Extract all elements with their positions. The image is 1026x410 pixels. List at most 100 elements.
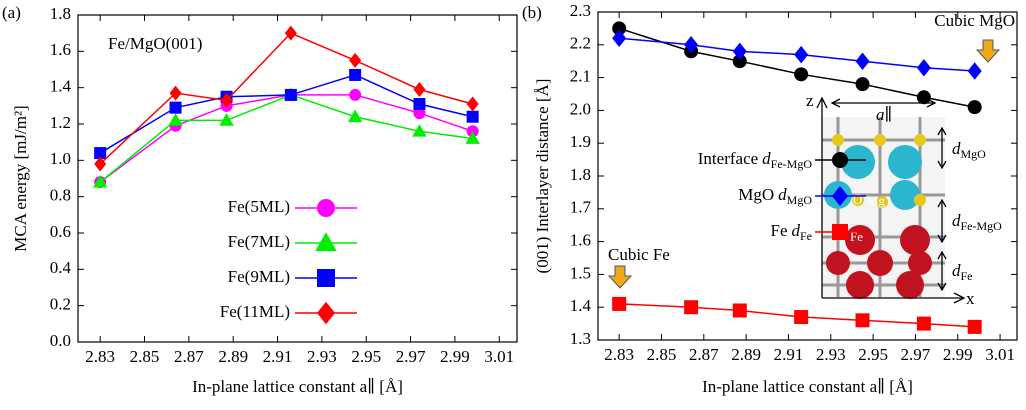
marker (349, 68, 362, 81)
y-axis-label: MCA energy [mJ/m²] (11, 105, 30, 251)
marker (967, 62, 982, 80)
y-tick-label: 1.8 (50, 4, 71, 23)
label-part: Fe (771, 221, 788, 240)
marker (684, 36, 699, 54)
marker (317, 199, 335, 217)
inset-z: z (806, 91, 814, 110)
y-tick-label: 0.4 (50, 258, 72, 277)
label-part: MgO (961, 147, 987, 161)
marker (92, 174, 108, 188)
x-tick-label: 3.01 (484, 347, 514, 366)
marker (855, 52, 870, 70)
inset-o: O (853, 192, 862, 207)
marker (466, 125, 479, 138)
x-tick-label: 2.97 (396, 347, 426, 366)
label-part: d (952, 139, 961, 158)
legend-label: Fe(7ML) (228, 232, 290, 251)
marker (465, 131, 480, 144)
x-tick-label: 2.95 (351, 347, 381, 366)
x-tick-label: 2.99 (440, 347, 470, 366)
y-axis-label: (001) Interlayer distance [Å] (533, 79, 552, 274)
x-tick-label: 2.85 (647, 345, 677, 364)
marker (832, 186, 848, 206)
y-tick-label: 1.8 (570, 165, 591, 184)
marker (832, 152, 848, 168)
y-tick-label: 0.6 (50, 222, 71, 241)
marker (612, 21, 627, 36)
label-part: d (952, 211, 961, 230)
y-tick-label: 1.6 (50, 40, 71, 59)
marker (612, 29, 627, 47)
x-tick-label: 2.83 (85, 347, 115, 366)
marker (413, 98, 426, 111)
x-tick-label: 2.85 (130, 347, 160, 366)
label-part: Fe-MgO (961, 219, 1003, 233)
y-tick-label: 1.7 (570, 198, 592, 217)
y-tick-label: 1.5 (570, 263, 591, 282)
label-part: d (778, 185, 787, 204)
x-tick-label: 2.87 (689, 345, 719, 364)
cubic-fe-arrow (607, 265, 633, 289)
marker (412, 124, 427, 137)
legend-label: MgO dMgO (738, 185, 812, 207)
marker (169, 101, 182, 114)
label-part: Fe (800, 229, 812, 243)
y-tick-label: 2.1 (570, 67, 591, 86)
y-tick-label: 1.4 (570, 296, 592, 315)
label-part: Fe (961, 269, 973, 283)
marker (349, 52, 362, 68)
y-tick-label: 0.2 (50, 295, 71, 314)
plot-frame (77, 14, 518, 343)
y-tick-label: 1.2 (50, 113, 71, 132)
annotation: Fe/MgO(001) (108, 34, 202, 53)
plot-frame (597, 11, 1018, 341)
legend-label: Fe dFe (771, 221, 813, 243)
label-part: MgO (738, 185, 774, 204)
x-tick-label: 2.99 (943, 345, 973, 364)
x-tick-label: 2.91 (263, 347, 293, 366)
annotation: Cubic MgO (934, 11, 1015, 30)
marker (284, 88, 297, 101)
marker (466, 110, 479, 123)
marker (732, 54, 747, 69)
inset-a: a∥ (876, 105, 892, 124)
annotation: Cubic Fe (608, 245, 670, 264)
inset-d-label: dFe (952, 261, 973, 283)
panel-label: (b) (522, 3, 542, 22)
label-part: Interface (698, 149, 758, 168)
marker (612, 296, 627, 311)
y-tick-label: 2.3 (570, 1, 591, 20)
x-tick-label: 2.87 (174, 347, 204, 366)
marker (855, 313, 870, 328)
y-tick-label: 1.6 (570, 231, 591, 250)
inset-x: x (966, 289, 975, 308)
marker (169, 85, 182, 101)
legend-label: Fe(11ML) (220, 302, 290, 321)
marker (284, 25, 297, 41)
x-tick-label: 2.93 (816, 345, 846, 364)
marker (317, 269, 335, 287)
y-tick-label: 0.0 (50, 331, 71, 350)
inset-d-label: dMgO (952, 139, 986, 161)
cubic-mgo-arrow (975, 39, 1001, 63)
marker (967, 100, 982, 115)
marker (794, 45, 809, 64)
y-tick-label: 1.3 (570, 329, 591, 348)
label-part: d (792, 221, 801, 240)
fe-atoms (826, 225, 932, 299)
marker (315, 232, 337, 252)
marker (317, 301, 335, 325)
marker (349, 88, 362, 101)
marker (732, 42, 747, 61)
label-part: MgO (787, 193, 813, 207)
label-part: Fe-MgO (771, 157, 813, 171)
x-axis-label: In-plane lattice constant a∥ [Å] (702, 377, 913, 396)
x-tick-label: 2.89 (731, 345, 761, 364)
legend-label: Fe(9ML) (228, 267, 290, 286)
legend-label: Interface dFe-MgO (698, 149, 813, 171)
x-tick-label: 2.83 (604, 345, 634, 364)
marker (94, 147, 107, 160)
o-atoms (832, 134, 926, 208)
x-tick-label: 2.95 (858, 345, 888, 364)
